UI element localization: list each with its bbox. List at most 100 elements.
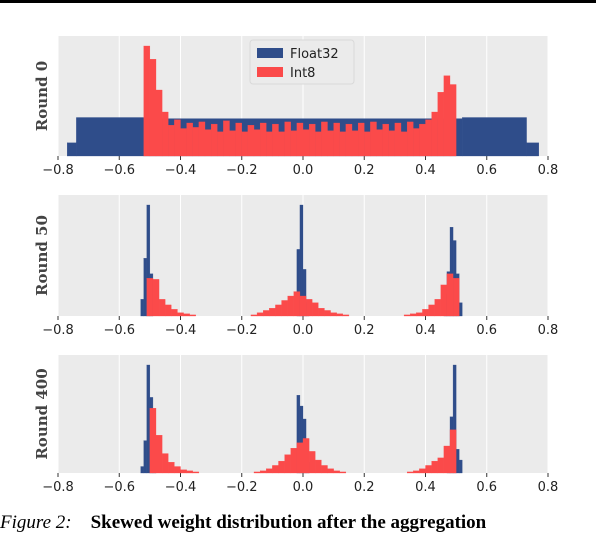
x-tick-label: −0.6: [103, 480, 135, 495]
bar-int8: [419, 123, 426, 157]
bar-int8: [152, 279, 160, 317]
bar-int8: [410, 313, 417, 317]
bar-int8: [149, 408, 157, 474]
x-tick-label: −0.4: [165, 163, 197, 178]
bar-float32: [455, 449, 460, 474]
bar-int8: [425, 465, 432, 474]
bar-int8: [275, 304, 282, 317]
bar-int8: [204, 129, 212, 157]
bar-int8: [312, 302, 319, 317]
bar-int8: [256, 312, 264, 317]
bar-int8: [428, 304, 435, 317]
bar-int8: [161, 453, 169, 474]
bar-int8: [413, 128, 420, 157]
bar-int8: [296, 442, 304, 474]
bar-int8: [253, 129, 261, 157]
bar-int8: [259, 122, 267, 157]
x-tick-label: −0.2: [226, 163, 258, 178]
bar-int8: [333, 470, 340, 474]
bar-int8: [192, 127, 200, 157]
bar-int8: [186, 470, 193, 474]
x-tick-label: −0.6: [103, 163, 135, 178]
bar-int8: [339, 471, 347, 474]
bar-int8: [431, 460, 438, 474]
bar-int8: [229, 130, 236, 157]
bar-int8: [241, 131, 249, 157]
bar-int8: [336, 313, 343, 317]
bar-int8: [345, 123, 353, 157]
bar-int8: [449, 429, 457, 474]
bar-int8: [449, 84, 457, 157]
bar-float32: [146, 364, 151, 474]
bar-int8: [315, 459, 322, 474]
bar-int8: [327, 468, 334, 474]
x-tick-label: −0.4: [165, 323, 197, 338]
bar-int8: [296, 122, 304, 157]
bar-int8: [192, 471, 200, 474]
bar-int8: [266, 468, 273, 474]
bar-int8: [186, 122, 193, 157]
bar-int8: [406, 471, 414, 474]
x-tick-label: 0.0: [293, 323, 314, 338]
bar-int8: [342, 314, 350, 317]
bar-int8: [165, 304, 172, 317]
bar-int8: [443, 445, 451, 474]
bar-int8: [155, 435, 163, 474]
bar-int8: [259, 470, 267, 474]
bar-int8: [143, 45, 151, 157]
bar-int8: [146, 278, 154, 317]
bar-int8: [284, 454, 291, 474]
bar-int8: [299, 295, 307, 317]
bar-float32: [462, 117, 527, 157]
x-tick-label: 0.2: [354, 323, 375, 338]
bar-int8: [250, 314, 258, 317]
x-tick-label: 0.6: [476, 163, 497, 178]
bar-int8: [302, 129, 310, 157]
bar-int8: [284, 121, 291, 157]
bar-int8: [452, 278, 460, 317]
caption-figure-label: Figure 2:: [0, 512, 72, 533]
bar-float32: [459, 459, 463, 474]
bar-int8: [443, 75, 451, 157]
bar-int8: [403, 314, 411, 317]
bar-int8: [272, 465, 279, 474]
x-tick-label: −0.2: [226, 323, 258, 338]
bar-float32: [140, 299, 144, 317]
x-tick-label: 0.8: [538, 480, 559, 495]
x-tick-label: 0.2: [354, 163, 375, 178]
bar-int8: [351, 130, 359, 157]
bar-int8: [416, 312, 423, 317]
x-tick-label: 0.4: [415, 480, 436, 495]
legend-swatch-int8: [257, 67, 283, 77]
panel-round-0: −0.8 −0.6 −0.4 −0.2 0.0 0.2 0.4 0.6 0.8 Round 0 Fl…: [33, 36, 558, 178]
bar-int8: [425, 119, 432, 157]
bar-int8: [422, 309, 429, 317]
bar-int8: [177, 312, 184, 317]
bar-int8: [210, 123, 218, 157]
bar-int8: [330, 312, 337, 317]
bar-int8: [155, 89, 163, 157]
bar-int8: [394, 122, 402, 157]
x-tick-label: −0.6: [103, 323, 135, 338]
x-tick-label: 0.6: [476, 323, 497, 338]
bar-int8: [315, 131, 322, 157]
bar-int8: [382, 123, 389, 157]
bar-int8: [235, 122, 242, 157]
bar-int8: [253, 471, 261, 474]
x-tick-label: −0.4: [165, 480, 197, 495]
bar-int8: [357, 122, 365, 157]
bar-int8: [419, 468, 426, 474]
x-tick-label: 0.8: [538, 323, 559, 338]
bar-float32: [140, 466, 144, 474]
bar-int8: [290, 448, 298, 474]
bar-int8: [180, 128, 187, 157]
bar-int8: [272, 123, 279, 157]
bar-int8: [376, 129, 383, 157]
bar-int8: [339, 131, 347, 157]
figure-caption: Figure 2: Skewed weight distribution aft…: [0, 512, 596, 534]
bar-int8: [437, 457, 445, 474]
bar-int8: [308, 123, 316, 157]
bar-int8: [324, 310, 331, 317]
bar-int8: [174, 466, 181, 474]
